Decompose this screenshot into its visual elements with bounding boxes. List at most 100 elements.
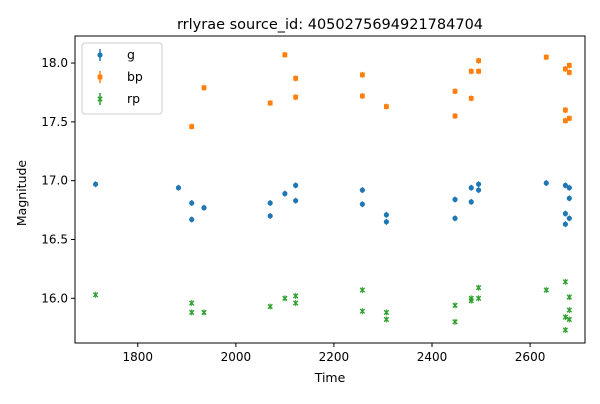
rp-data-point [383,316,390,323]
rp-data-point [189,300,195,306]
g-data-point [543,180,549,186]
g-data-point [468,199,474,205]
rp-data-point [452,302,458,309]
bp-data-point [201,85,207,91]
bp-data-point [562,107,568,113]
g-data-point [475,187,482,193]
rp-data-point [566,294,573,300]
g-data-point [475,181,482,187]
bp-data-point [566,70,572,75]
g-data-point [562,182,568,188]
y-tick-label: 16.0 [41,291,68,305]
g-data-point [383,212,389,218]
x-tick-label: 2600 [515,350,546,364]
g-data-point [293,198,299,204]
rp-data-point [359,308,366,314]
rp-data-point [282,295,288,301]
rp-data-point [468,297,474,304]
data-points [92,51,573,334]
g-data-point [201,205,207,211]
bp-data-point [452,113,458,119]
chart-title: rrlyrae source_id: 4050275694921784704 [177,17,483,33]
bp-data-point [476,58,481,64]
legend-box [81,42,163,115]
rp-data-point [292,293,299,299]
bp-data-point [383,104,389,109]
x-axis-ticks: 1800 2000 2200 2400 2600 [122,343,545,364]
y-tick-label: 17.5 [41,115,68,129]
g-data-point [267,200,273,206]
g-data-point [383,219,389,225]
rp-data-point [267,303,273,310]
g-data-point [566,215,572,221]
bp-data-point [293,94,299,100]
bp-data-point [562,66,568,72]
rp-data-point [475,285,482,291]
g-data-point [189,216,195,223]
bp-data-point [468,95,474,101]
g-data-point [468,185,474,191]
bp-data-point [359,93,365,99]
rp-data-point [201,309,207,316]
y-tick-label: 18.0 [41,56,68,70]
rp-data-point [475,295,482,301]
bp-data-point [282,52,288,58]
rp-data-point [189,309,195,316]
g-data-point [189,200,195,206]
rp-data-point [562,327,569,333]
rp-data-point [566,316,573,323]
plot-area-frame [74,35,586,344]
g-data-point [566,195,572,201]
g-data-point [293,182,299,188]
rp-data-point [92,292,99,298]
g-data-point [359,201,365,207]
rp-data-point [383,309,390,316]
bp-data-point [476,68,481,74]
g-data-point [452,215,458,221]
rp-data-point [543,287,549,293]
g-data-point [562,211,568,217]
bp-data-point [468,68,474,74]
bp-data-point [543,54,549,60]
bp-data-point [566,115,572,121]
legend-bp-label: bp [127,69,143,84]
legend: g bp rp [81,42,163,115]
legend-bp-marker [97,74,103,80]
y-axis-ticks: 16.0 16.5 17.0 17.5 18.0 [41,56,75,305]
x-axis-label: Time [314,370,346,385]
legend-g-marker [97,52,103,58]
g-data-point [92,181,99,187]
bp-data-point [189,124,195,129]
bp-data-point [359,72,365,78]
g-data-point [562,221,568,227]
bp-data-point [566,63,572,68]
y-axis-label: Magnitude [14,160,29,227]
rp-data-point [359,287,366,293]
g-data-point [282,191,288,197]
legend-entries: g bp rp [97,47,143,106]
bp-data-point [562,118,568,124]
x-tick-label: 2400 [417,350,448,364]
x-tick-label: 2000 [221,350,252,364]
rp-data-point [452,319,458,325]
y-tick-label: 17.0 [41,174,68,188]
g-data-point [452,196,458,203]
bp-data-point [452,88,458,94]
rp-data-point [562,314,569,320]
g-data-point [359,187,365,193]
g-data-point [267,213,273,219]
legend-rp-label: rp [127,91,140,106]
x-tick-label: 1800 [122,350,153,364]
rp-data-point [566,307,573,313]
legend-rp-marker [97,96,103,102]
g-data-point [566,185,572,191]
legend-g-label: g [127,47,135,62]
bp-data-point [267,100,273,106]
bp-data-point [293,75,299,81]
y-tick-label: 16.5 [41,232,68,246]
rp-data-point [562,279,569,285]
g-data-point [175,185,182,191]
x-tick-label: 2200 [319,350,350,364]
rp-data-point [292,300,299,306]
